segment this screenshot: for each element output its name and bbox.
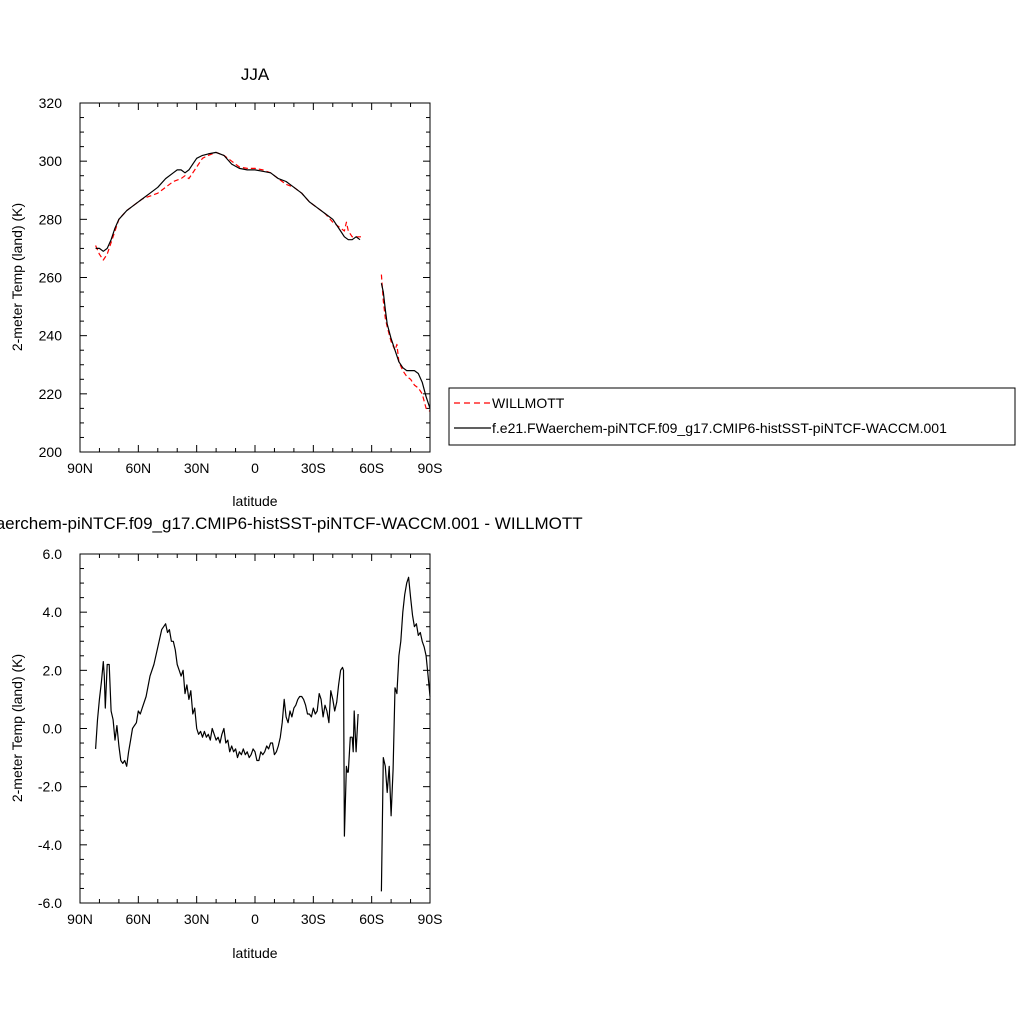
top-y-axis-title: 2-meter Temp (land) (K)	[9, 203, 25, 351]
y-tick-label: 260	[39, 270, 63, 286]
top-series-lines	[95, 151, 431, 412]
x-tick-label: 90S	[418, 460, 443, 476]
x-tick-label: 0	[251, 460, 259, 476]
x-tick-label: 90S	[418, 911, 443, 927]
y-tick-label: 4.0	[43, 604, 63, 620]
y-tick-label: 300	[39, 153, 63, 169]
legend-model-label: f.e21.FWaerchem-piNTCF.f09_g17.CMIP6-his…	[492, 420, 947, 436]
top-plot-frame	[79, 102, 431, 453]
y-tick-label: 280	[39, 211, 63, 227]
y-tick-label: 6.0	[43, 546, 63, 562]
top-x-axis-title: latitude	[232, 493, 277, 509]
model-line-panel1	[380, 576, 431, 892]
y-tick-label: -6.0	[38, 895, 62, 911]
model-line-panel0	[95, 151, 361, 252]
top-tick-labels: 90N 60N 30N 0 30S 60S 90S 200 220 240 260 280 300 320	[39, 95, 443, 476]
legend-box	[448, 387, 1016, 446]
top-panel: JJA 90N 60N 30N 0 30S 60S 90S 200 220 240 260 280 30…	[9, 65, 442, 509]
y-tick-label: 240	[39, 328, 63, 344]
bottom-x-axis-title: latitude	[232, 945, 277, 961]
x-tick-label: 30S	[301, 460, 326, 476]
x-tick-label: 30N	[184, 911, 210, 927]
x-tick-label: 90N	[67, 911, 93, 927]
x-tick-label: 60N	[125, 911, 151, 927]
bottom-plot-title: f.e21.FWaerchem-piNTCF.f09_g17.CMIP6-his…	[0, 514, 583, 533]
top-ticks	[79, 102, 431, 453]
x-tick-label: 60N	[125, 460, 151, 476]
x-tick-label: 60S	[359, 460, 384, 476]
y-tick-label: 200	[39, 444, 63, 460]
x-tick-label: 60S	[359, 911, 384, 927]
willmott-line-panel0	[380, 274, 431, 412]
y-tick-label: -2.0	[38, 779, 62, 795]
legend: WILLMOTT f.e21.FWaerchem-piNTCF.f09_g17.…	[448, 387, 1016, 446]
y-tick-label: 320	[39, 95, 63, 111]
y-tick-label: 2.0	[43, 662, 63, 678]
bottom-tick-labels: 90N 60N 30N 0 30S 60S 90S -6.0 -4.0 -2.0 0.0 2.0 4.0…	[38, 546, 443, 927]
bottom-panel: f.e21.FWaerchem-piNTCF.f09_g17.CMIP6-his…	[0, 514, 583, 961]
x-tick-label: 0	[251, 911, 259, 927]
x-tick-label: 30S	[301, 911, 326, 927]
bottom-ticks	[79, 553, 431, 904]
x-tick-label: 30N	[184, 460, 210, 476]
top-plot-title: JJA	[241, 65, 270, 84]
y-tick-label: -4.0	[38, 837, 62, 853]
bottom-plot-frame	[79, 553, 431, 904]
model-line-panel0	[380, 283, 431, 409]
bottom-y-axis-title: 2-meter Temp (land) (K)	[9, 654, 25, 802]
bottom-series-lines	[95, 576, 431, 892]
willmott-line-panel0	[95, 151, 362, 261]
y-tick-label: 220	[39, 386, 63, 402]
legend-willmott-label: WILLMOTT	[492, 395, 565, 411]
model-line-panel1	[95, 623, 359, 837]
y-tick-label: 0.0	[43, 721, 63, 737]
x-tick-label: 90N	[67, 460, 93, 476]
